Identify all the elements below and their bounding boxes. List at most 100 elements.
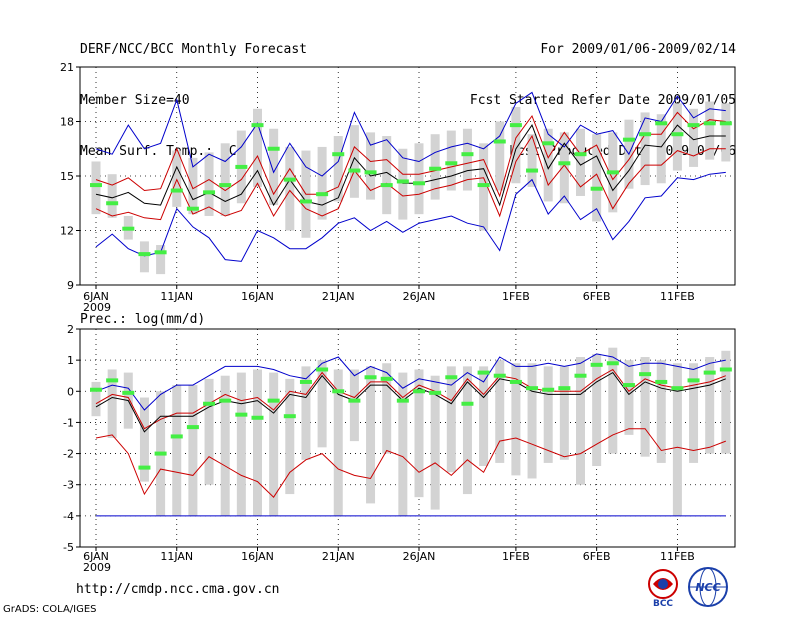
prec-series-max-line [95, 353, 726, 411]
prec-y-tick-label: -2 [63, 448, 74, 461]
temp-obs-marker [90, 183, 102, 188]
prec-obs-marker [251, 415, 264, 420]
temp-y-tick-label: 9 [67, 279, 74, 292]
prec-spread-box [139, 397, 149, 482]
prec-series-lower-line [95, 428, 726, 498]
prec-plot-frame [79, 328, 736, 548]
prec-obs-marker [186, 425, 199, 430]
prec-obs-marker [542, 387, 555, 392]
prec-obs-marker [719, 367, 732, 372]
temp-spread-box [107, 174, 117, 218]
prec-obs-marker [687, 378, 700, 383]
prec-spread-box [511, 363, 521, 476]
temp-series-min-line [95, 171, 726, 262]
prec-spread-box [220, 375, 230, 516]
prec-obs-marker [526, 386, 539, 391]
temp-obs-marker [606, 170, 619, 175]
temp-series-upper-line [95, 111, 726, 198]
prec-spread-box [188, 385, 198, 516]
member-size: Member Size=40 [80, 93, 190, 108]
temp-obs-marker [526, 168, 539, 173]
temp-obs-marker [477, 183, 490, 188]
temp-obs-marker [299, 199, 312, 204]
prec-obs-marker [267, 398, 280, 403]
temp-obs-marker [719, 121, 732, 126]
temp-spread-box [366, 132, 376, 200]
prec-y-tick-label: -3 [63, 479, 74, 492]
temp-spread-box [721, 103, 731, 162]
temp-obs-marker [332, 152, 345, 157]
prec-spread-box [398, 372, 408, 516]
prec-spread-box [236, 372, 246, 516]
temp-obs-marker [267, 146, 280, 151]
temp-spread-box [220, 143, 230, 216]
temp-spread-box [689, 108, 699, 167]
prec-spread-box [366, 366, 376, 504]
temp-x-tick-label: 21JAN [322, 290, 355, 303]
prec-obs-marker [477, 370, 490, 375]
temp-obs-marker [396, 179, 409, 184]
prec-x-tick-label: 21JAN [322, 550, 355, 563]
prec-spread-box [382, 363, 392, 454]
temp-spread-box [446, 130, 456, 191]
prec-spread-box [640, 357, 650, 457]
prec-obs-marker [461, 401, 474, 406]
temp-spread-box [511, 106, 521, 184]
prec-spread-box [624, 360, 634, 435]
temp-spread-box [640, 112, 650, 186]
prec-obs-marker [413, 389, 425, 394]
prec-x-tick-label: 11FEB [660, 550, 695, 563]
source-url[interactable]: http://cmdp.ncc.cma.gov.cn [76, 582, 280, 597]
temp-spread-box [204, 152, 214, 216]
prec-spread-box [592, 353, 602, 467]
prec-obs-marker [429, 390, 442, 395]
temp-spread-box [317, 146, 327, 220]
temp-obs-marker [122, 226, 135, 231]
prec-obs-marker [655, 379, 668, 384]
temp-spread-box [398, 148, 408, 220]
temp-spread-box [188, 157, 198, 215]
prec-spread-box [414, 369, 424, 498]
prec-spread-box [559, 366, 569, 460]
temp-obs-marker [203, 190, 216, 195]
prec-x-tick-label: 6JAN [83, 550, 109, 563]
temp-spread-box [672, 103, 682, 171]
temp-series-lower-line [95, 134, 726, 221]
prec-spread-box [269, 372, 279, 516]
prec-spread-box [462, 366, 472, 495]
prec-x-tick-label: 6FEB [583, 550, 611, 563]
temp-obs-marker [170, 188, 183, 193]
temp-spread-box [462, 128, 472, 191]
prec-spread-box [721, 350, 731, 454]
prec-spread-box [446, 366, 456, 473]
temp-spread-box [349, 125, 359, 198]
prec-spread-box [608, 347, 618, 454]
prec-obs-marker [90, 387, 102, 392]
temp-obs-marker [542, 141, 555, 146]
temp-y-tick-label: 15 [60, 170, 74, 183]
prec-obs-marker [364, 375, 377, 380]
temp-spread-box [156, 245, 166, 275]
prec-spread-box [543, 366, 553, 463]
temp-obs-marker [283, 177, 296, 182]
temp-x-tick-label: 26JAN [403, 290, 436, 303]
bcc-logo-text: BCC [653, 599, 673, 608]
temp-obs-marker [687, 123, 700, 128]
temp-x-tick-label: 11JAN [160, 290, 193, 303]
temp-obs-marker [590, 186, 603, 191]
temp-x-year-label: 2009 [83, 301, 111, 314]
temp-obs-marker [655, 121, 668, 126]
temp-spread-box [527, 134, 537, 187]
temp-obs-marker [413, 181, 425, 186]
temp-obs-marker [235, 164, 248, 169]
prec-spread-box [317, 360, 327, 448]
prec-spread-box [576, 357, 585, 485]
temp-x-tick-label: 11FEB [660, 290, 695, 303]
prec-obs-marker [219, 398, 232, 403]
temp-obs-marker [671, 132, 684, 137]
temp-spread-box [576, 128, 585, 196]
temp-spread-box [285, 146, 295, 231]
temp-spread-box [414, 143, 424, 215]
prec-obs-marker [283, 414, 296, 419]
